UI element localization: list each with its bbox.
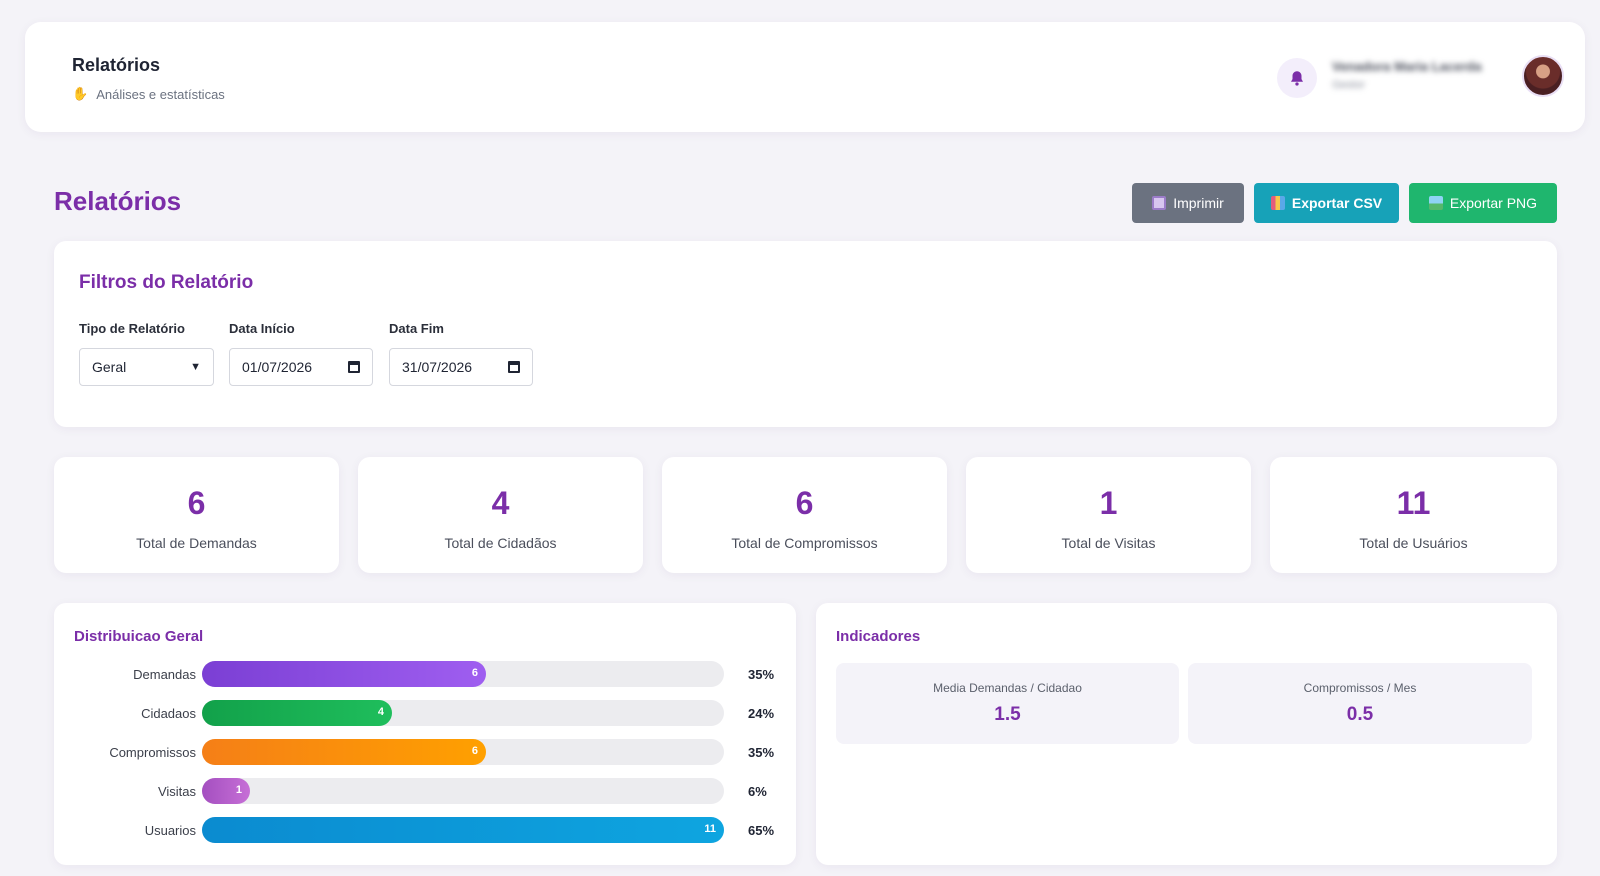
bar-chart-icon bbox=[1270, 196, 1285, 210]
export-csv-button-label: Exportar CSV bbox=[1291, 195, 1383, 211]
indicator-label: Compromissos / Mes bbox=[1303, 681, 1417, 695]
distribution-row-percent: 35% bbox=[748, 745, 775, 760]
end-date-input[interactable]: 31/07/2026 bbox=[389, 348, 533, 386]
distribution-bar-fill: 6 bbox=[202, 739, 486, 765]
distribution-bar-fill: 1 bbox=[202, 778, 250, 804]
printer-icon bbox=[1152, 196, 1167, 210]
distribution-bar-value: 6 bbox=[471, 745, 478, 757]
top-header: Relatórios ✋ Análises e estatísticas Ven… bbox=[25, 22, 1585, 132]
distribution-title: Distribuicao Geral bbox=[74, 628, 204, 645]
filters-title: Filtros do Relatório bbox=[79, 272, 254, 293]
stat-value: 4 bbox=[491, 485, 510, 521]
stat-label: Total de Usuários bbox=[1359, 535, 1468, 551]
distribution-bar-track: 6 bbox=[202, 739, 724, 765]
distribution-row-label: Visitas bbox=[157, 784, 196, 799]
distribution-bar-track: 4 bbox=[202, 700, 724, 726]
stat-value: 1 bbox=[1099, 485, 1118, 521]
end-date-value: 31/07/2026 bbox=[402, 359, 473, 375]
stat-value: 6 bbox=[187, 485, 206, 521]
distribution-row: Usuarios 11 65% bbox=[54, 817, 796, 843]
user-role: Gestor bbox=[1332, 79, 1366, 91]
stat-value: 11 bbox=[1396, 485, 1431, 521]
distribution-bar-fill: 6 bbox=[202, 661, 486, 687]
avatar[interactable] bbox=[1522, 55, 1564, 97]
start-date-value: 01/07/2026 bbox=[242, 359, 313, 375]
header-subtitle-text: Análises e estatísticas bbox=[96, 86, 225, 102]
distribution-bar-track: 6 bbox=[202, 661, 724, 687]
indicators-title: Indicadores bbox=[836, 628, 921, 645]
export-png-button-label: Exportar PNG bbox=[1449, 195, 1538, 211]
distribution-bar-fill: 11 bbox=[202, 817, 724, 843]
distribution-row-percent: 35% bbox=[748, 667, 775, 682]
stat-value: 6 bbox=[795, 485, 814, 521]
export-csv-button[interactable]: Exportar CSV bbox=[1254, 183, 1399, 223]
report-type-select[interactable]: Geral ▼ bbox=[79, 348, 214, 386]
start-date-label: Data Início bbox=[229, 321, 295, 336]
distribution-bar-fill: 4 bbox=[202, 700, 392, 726]
waving-hand-icon: ✋ bbox=[72, 86, 89, 101]
user-name[interactable]: Venadora Maria Lacerda bbox=[1332, 59, 1482, 74]
distribution-bar-value: 11 bbox=[704, 823, 716, 835]
chevron-down-icon: ▼ bbox=[190, 361, 201, 373]
end-date-label: Data Fim bbox=[389, 321, 444, 336]
start-date-input[interactable]: 01/07/2026 bbox=[229, 348, 373, 386]
stat-label: Total de Visitas bbox=[1061, 535, 1156, 551]
header-title: Relatórios bbox=[72, 55, 161, 75]
distribution-bar-value: 1 bbox=[235, 784, 242, 796]
page-title: Relatórios bbox=[54, 186, 182, 216]
distribution-row-label: Cidadaos bbox=[141, 706, 196, 721]
export-png-button[interactable]: Exportar PNG bbox=[1409, 183, 1557, 223]
distribution-row: Demandas 6 35% bbox=[54, 661, 796, 687]
distribution-row: Visitas 1 6% bbox=[54, 778, 796, 804]
indicators-card: Indicadores Media Demandas / Cidadao 1.5… bbox=[816, 603, 1557, 865]
stat-label: Total de Demandas bbox=[136, 535, 257, 551]
stat-card-compromissos: 6 Total de Compromissos bbox=[662, 457, 947, 573]
distribution-row: Cidadaos 4 24% bbox=[54, 700, 796, 726]
stat-card-cidadaos: 4 Total de Cidadãos bbox=[358, 457, 643, 573]
notifications-button[interactable] bbox=[1277, 58, 1317, 98]
stat-card-visitas: 1 Total de Visitas bbox=[966, 457, 1251, 573]
indicator-value: 0.5 bbox=[1346, 704, 1374, 725]
distribution-row-percent: 6% bbox=[748, 784, 767, 799]
report-type-label: Tipo de Relatório bbox=[79, 321, 185, 336]
bell-icon bbox=[1291, 71, 1303, 86]
indicator-box: Compromissos / Mes 0.5 bbox=[1188, 663, 1532, 744]
print-button[interactable]: Imprimir bbox=[1132, 183, 1244, 223]
indicator-value: 1.5 bbox=[994, 704, 1021, 725]
stat-label: Total de Compromissos bbox=[731, 535, 878, 551]
distribution-row-label: Demandas bbox=[133, 667, 196, 682]
report-type-value: Geral bbox=[92, 359, 127, 375]
indicator-label: Media Demandas / Cidadao bbox=[933, 681, 1082, 695]
stat-label: Total de Cidadãos bbox=[444, 535, 557, 551]
distribution-row-percent: 65% bbox=[748, 823, 775, 838]
stat-card-demandas: 6 Total de Demandas bbox=[54, 457, 339, 573]
stat-card-usuarios: 11 Total de Usuários bbox=[1270, 457, 1557, 573]
filters-card: Filtros do Relatório Tipo de Relatório G… bbox=[54, 241, 1557, 427]
distribution-bar-track: 11 bbox=[202, 817, 724, 843]
image-icon bbox=[1428, 196, 1443, 210]
print-button-label: Imprimir bbox=[1173, 195, 1224, 211]
distribution-bar-value: 6 bbox=[471, 667, 478, 679]
distribution-row: Compromissos 6 35% bbox=[54, 739, 796, 765]
distribution-row-label: Compromissos bbox=[109, 745, 196, 760]
distribution-bar-track: 1 bbox=[202, 778, 724, 804]
calendar-icon[interactable] bbox=[348, 361, 360, 373]
distribution-bar-value: 4 bbox=[377, 706, 384, 718]
distribution-row-percent: 24% bbox=[748, 706, 775, 721]
indicator-box: Media Demandas / Cidadao 1.5 bbox=[836, 663, 1179, 744]
calendar-icon[interactable] bbox=[508, 361, 520, 373]
distribution-card: Distribuicao Geral Demandas 6 35% Cidada… bbox=[54, 603, 796, 865]
header-subtitle: ✋ Análises e estatísticas bbox=[72, 86, 225, 102]
distribution-row-label: Usuarios bbox=[144, 823, 196, 838]
